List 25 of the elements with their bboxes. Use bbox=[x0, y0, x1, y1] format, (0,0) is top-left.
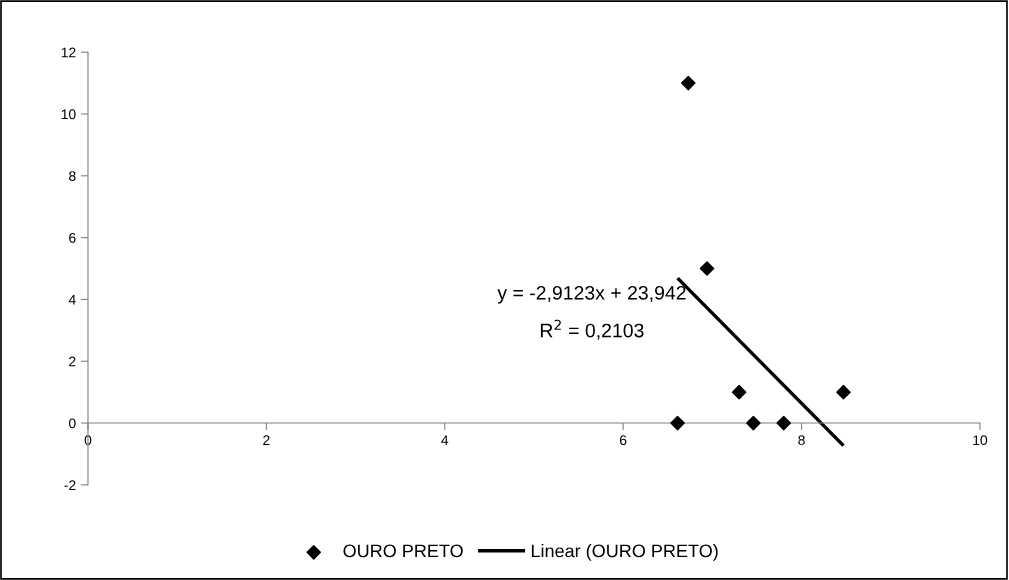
legend-label: OURO PRETO bbox=[343, 544, 463, 558]
y-tick-label: 10 bbox=[61, 109, 76, 120]
y-tick-label: 12 bbox=[61, 47, 76, 58]
x-tick-label: 6 bbox=[620, 435, 627, 446]
point bbox=[776, 415, 791, 431]
y-tick-label: 2 bbox=[69, 356, 76, 367]
y-tick-label: 6 bbox=[69, 232, 76, 243]
legend-label: Linear (OURO PRETO) bbox=[531, 544, 718, 561]
y-tick-label: -2 bbox=[64, 480, 76, 490]
point bbox=[836, 384, 851, 400]
y-tick-label: 4 bbox=[68, 294, 76, 305]
x-tick-label: 10 bbox=[973, 435, 988, 446]
point bbox=[746, 415, 761, 431]
x-tick-label: 0 bbox=[84, 435, 92, 446]
annotation: R$^{2}$ = 0,2103 bbox=[540, 319, 644, 340]
x-tick-label: 8 bbox=[798, 435, 805, 446]
point bbox=[670, 415, 685, 431]
point bbox=[731, 384, 747, 400]
point bbox=[680, 75, 696, 91]
x-tick-label: 2 bbox=[263, 435, 270, 445]
point bbox=[699, 261, 715, 276]
x-tick-label: 4 bbox=[441, 435, 449, 445]
annotation: y = -2,9123x + 23,942 bbox=[497, 285, 686, 304]
y-tick-label: 0 bbox=[69, 418, 76, 429]
y-tick-label: 8 bbox=[69, 171, 76, 181]
